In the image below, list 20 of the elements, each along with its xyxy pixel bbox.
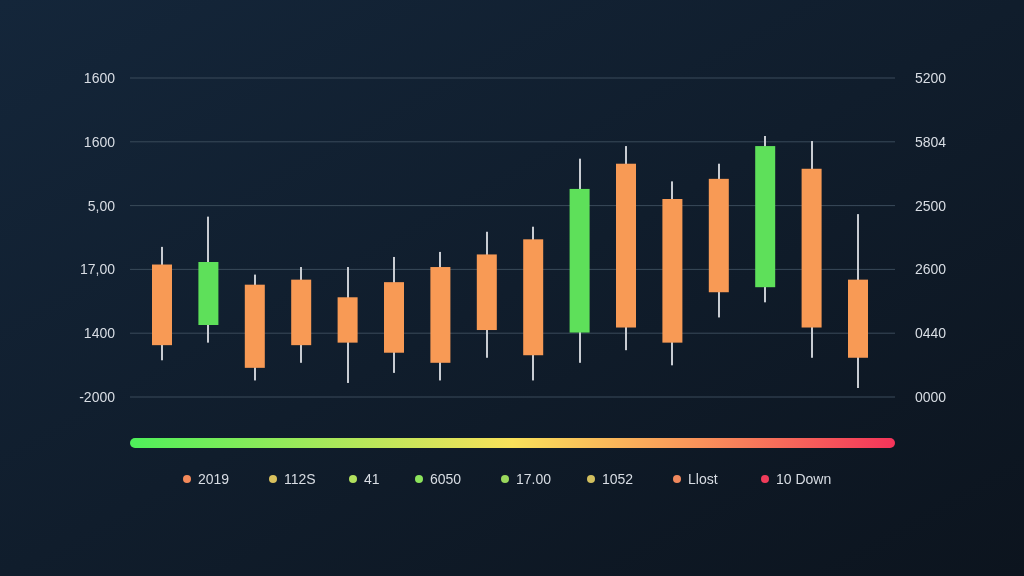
text: 6050 bbox=[430, 471, 462, 487]
text: 2600 bbox=[915, 261, 947, 278]
text: 0440 bbox=[915, 325, 947, 342]
text: 1600 bbox=[83, 133, 116, 150]
text: 112S bbox=[284, 471, 316, 487]
text: 2500 bbox=[915, 197, 947, 214]
text: -2000 bbox=[79, 389, 116, 405]
text: 1052 bbox=[602, 471, 634, 487]
text: 41 bbox=[364, 471, 380, 487]
text: Llost bbox=[688, 471, 718, 487]
text: 17,00 bbox=[79, 261, 116, 278]
text: 2019 bbox=[198, 471, 230, 487]
text: 1600 bbox=[83, 70, 116, 86]
text: 10 Down bbox=[776, 471, 832, 487]
text: 5,00 bbox=[87, 197, 116, 214]
text: 1400 bbox=[83, 325, 116, 342]
text: 0000 bbox=[915, 389, 947, 405]
text: 17.00 bbox=[516, 471, 552, 487]
text: 5200 bbox=[915, 70, 947, 86]
text: 5804 bbox=[915, 133, 947, 150]
